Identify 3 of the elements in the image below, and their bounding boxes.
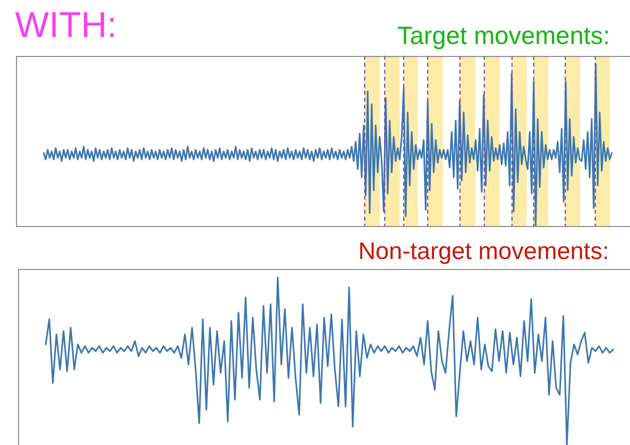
chart-title: Non-target movements: <box>358 238 609 266</box>
chart-title: WITH: <box>15 4 117 45</box>
chart-subtitle: Target movements: <box>397 22 610 50</box>
